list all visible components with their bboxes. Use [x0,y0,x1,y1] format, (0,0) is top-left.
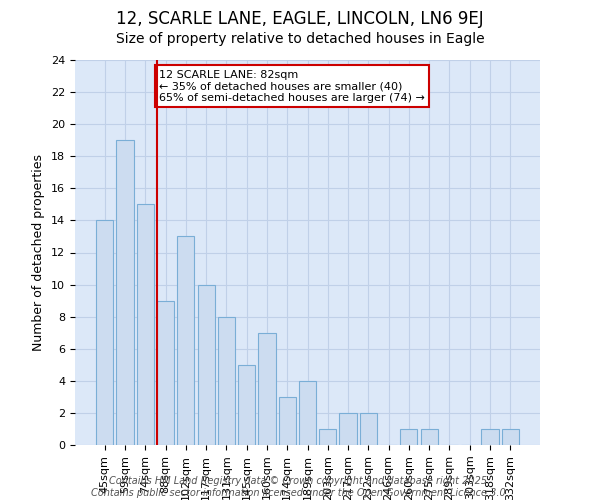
Bar [238,365,255,445]
Bar [177,236,194,445]
Bar [481,429,499,445]
Bar [319,429,337,445]
Bar [421,429,438,445]
Text: Size of property relative to detached houses in Eagle: Size of property relative to detached ho… [116,32,484,46]
Text: 12, SCARLE LANE, EAGLE, LINCOLN, LN6 9EJ: 12, SCARLE LANE, EAGLE, LINCOLN, LN6 9EJ [116,10,484,28]
Y-axis label: Number of detached properties: Number of detached properties [32,154,46,351]
Bar [137,204,154,445]
Text: Contains HM Land Registry data © Crown copyright and database right 2025.
Contai: Contains HM Land Registry data © Crown c… [91,476,509,498]
Bar [502,429,519,445]
Bar [197,284,215,445]
Bar [340,413,356,445]
Bar [218,316,235,445]
Bar [299,381,316,445]
Text: 12 SCARLE LANE: 82sqm
← 35% of detached houses are smaller (40)
65% of semi-deta: 12 SCARLE LANE: 82sqm ← 35% of detached … [159,70,425,103]
Bar [278,397,296,445]
Bar [259,332,275,445]
Bar [96,220,113,445]
Bar [157,300,174,445]
Bar [360,413,377,445]
Bar [116,140,134,445]
Bar [400,429,418,445]
